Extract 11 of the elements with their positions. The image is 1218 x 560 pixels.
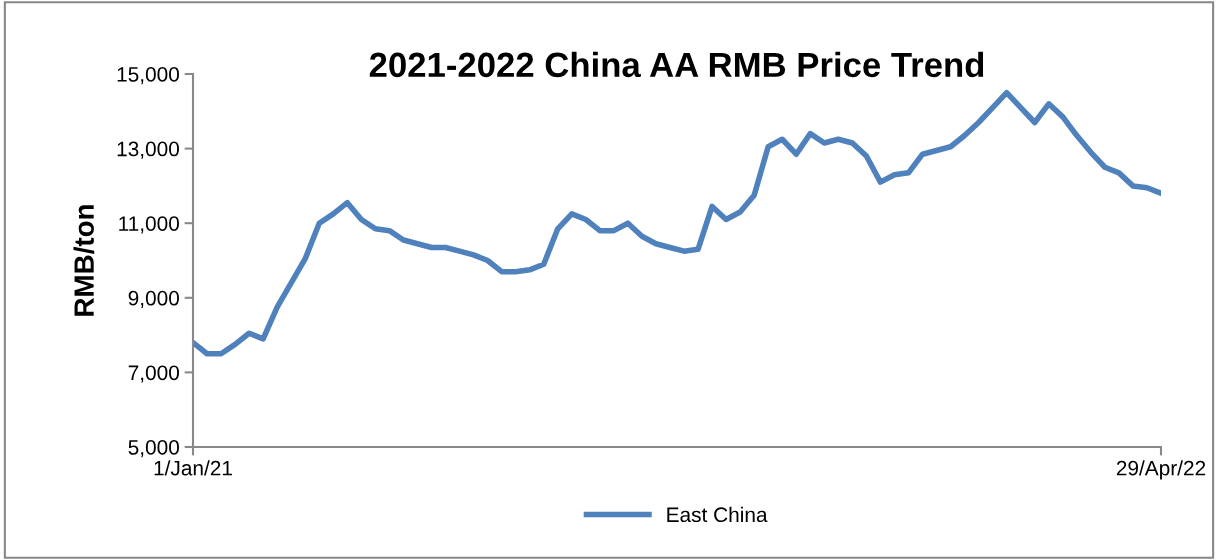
y-tick-label: 15,000 bbox=[117, 67, 179, 85]
x-tick-label: 29/Apr/22 bbox=[1116, 460, 1206, 480]
y-axis-title: RMB/ton bbox=[73, 205, 95, 316]
y-tick-label: 9,000 bbox=[128, 290, 179, 309]
y-tick-label: 11,000 bbox=[119, 216, 179, 234]
legend-label: East China bbox=[667, 506, 768, 523]
y-tick-label: 13,000 bbox=[117, 141, 179, 159]
y-tick-label: 5,000 bbox=[128, 440, 179, 458]
y-tick-label: 7,000 bbox=[128, 365, 179, 383]
x-tick-label: 1/Jan/21 bbox=[154, 460, 232, 476]
chart-title: 2021-2022 China AA RMB Price Trend bbox=[369, 51, 984, 78]
